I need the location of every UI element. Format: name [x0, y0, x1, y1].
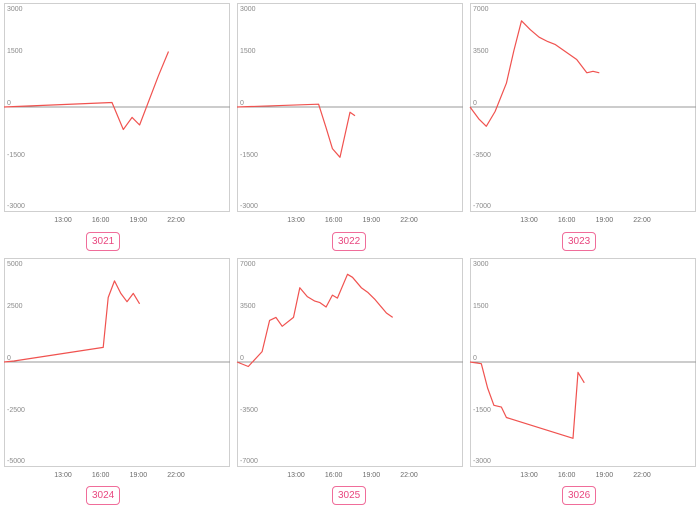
x-tick-label: 13:00 [520, 217, 538, 224]
series-line [3, 280, 141, 363]
chart-3024: 5000 2500 0 -2500 -5000 13:00 16:00 19:00 22:00 [3, 258, 230, 479]
x-tick-label: 13:00 [287, 472, 305, 479]
x-tick-label: 16:00 [558, 217, 576, 224]
y-tick-label: 0 [473, 355, 477, 362]
chart-3021: 3000 1500 0 -1500 -3000 13:00 16:00 19:00 22:00 [3, 3, 230, 224]
series-line [3, 51, 170, 131]
x-tick-label: 22:00 [400, 472, 418, 479]
y-tick-label: -3000 [7, 203, 25, 210]
x-tick-label: 19:00 [363, 217, 381, 224]
x-tick-label: 13:00 [54, 472, 72, 479]
y-tick-label: -7000 [473, 203, 491, 210]
chart-label-badge[interactable]: 3021 [86, 232, 121, 251]
chart-label-badge[interactable]: 3025 [332, 486, 367, 505]
y-tick-label: -3000 [473, 458, 491, 465]
y-tick-label: 1500 [473, 303, 489, 310]
chart-panel-3026: 3000 1500 0 -1500 -3000 13:00 16:00 19:00 22:00 [469, 258, 696, 480]
x-tick-label: 22:00 [167, 472, 185, 479]
chart-3022: 3000 1500 0 -1500 -3000 13:00 16:00 19:00 22:00 [236, 3, 463, 224]
x-tick-label: 13:00 [287, 217, 305, 224]
x-tick-label: 16:00 [92, 472, 110, 479]
chart-label-badge[interactable]: 3026 [562, 486, 597, 505]
y-tick-label: 7000 [473, 6, 489, 13]
y-tick-label: -7000 [240, 458, 258, 465]
x-tick-label: 16:00 [325, 472, 343, 479]
y-tick-label: 3000 [473, 261, 489, 268]
chart-label-badge[interactable]: 3024 [86, 486, 121, 505]
chart-label-badge[interactable]: 3022 [332, 232, 367, 251]
y-tick-label: 0 [7, 100, 11, 107]
x-tick-label: 19:00 [596, 472, 614, 479]
y-tick-label: 3500 [473, 48, 489, 55]
x-tick-label: 19:00 [363, 472, 381, 479]
y-tick-label: 3000 [7, 6, 23, 13]
y-tick-label: 0 [473, 100, 477, 107]
y-tick-label: 1500 [7, 48, 23, 55]
chart-panel-3025: 7000 3500 0 -3500 -7000 13:00 16:00 19:00 22:00 [236, 258, 463, 480]
chart-label-badge[interactable]: 3023 [562, 232, 597, 251]
x-tick-label: 16:00 [92, 217, 110, 224]
x-tick-label: 22:00 [633, 217, 651, 224]
y-tick-label: 5000 [7, 261, 23, 268]
x-tick-label: 22:00 [633, 472, 651, 479]
x-tick-label: 16:00 [325, 217, 343, 224]
x-tick-label: 19:00 [130, 472, 148, 479]
y-tick-label: 0 [240, 100, 244, 107]
chart-panel-3023: 7000 3500 0 -3500 -7000 13:00 16:00 19:00 22:00 [469, 3, 696, 225]
chart-panel-3021: 3000 1500 0 -1500 -3000 13:00 16:00 19:00 22:00 [3, 3, 230, 225]
chart-3026: 3000 1500 0 -1500 -3000 13:00 16:00 19:00 22:00 [469, 258, 696, 479]
y-tick-label: -3500 [473, 152, 491, 159]
y-tick-label: -3000 [240, 203, 258, 210]
y-tick-label: 3000 [240, 6, 256, 13]
chart-3025: 7000 3500 0 -3500 -7000 13:00 16:00 19:00 22:00 [236, 258, 463, 479]
x-tick-label: 16:00 [558, 472, 576, 479]
y-tick-label: -1500 [473, 407, 491, 414]
y-tick-label: 7000 [240, 261, 256, 268]
x-tick-label: 22:00 [167, 217, 185, 224]
series-line [469, 361, 585, 439]
x-tick-label: 13:00 [54, 217, 72, 224]
y-tick-label: -5000 [7, 458, 25, 465]
x-tick-label: 22:00 [400, 217, 418, 224]
series-line [469, 20, 600, 127]
x-tick-label: 19:00 [596, 217, 614, 224]
series-line [236, 103, 356, 158]
x-tick-label: 19:00 [130, 217, 148, 224]
y-tick-label: 0 [240, 355, 244, 362]
y-tick-label: -1500 [240, 152, 258, 159]
chart-panel-3022: 3000 1500 0 -1500 -3000 13:00 16:00 19:00 22:00 [236, 3, 463, 225]
y-tick-label: 2500 [7, 303, 23, 310]
y-tick-label: 0 [7, 355, 11, 362]
y-tick-label: -1500 [7, 152, 25, 159]
series-line [236, 273, 394, 368]
x-tick-label: 13:00 [520, 472, 538, 479]
y-tick-label: 3500 [240, 303, 256, 310]
y-tick-label: 1500 [240, 48, 256, 55]
y-tick-label: -3500 [240, 407, 258, 414]
chart-panel-3024: 5000 2500 0 -2500 -5000 13:00 16:00 19:00 22:00 [3, 258, 230, 480]
chart-3023: 7000 3500 0 -3500 -7000 13:00 16:00 19:00 22:00 [469, 3, 696, 224]
y-tick-label: -2500 [7, 407, 25, 414]
